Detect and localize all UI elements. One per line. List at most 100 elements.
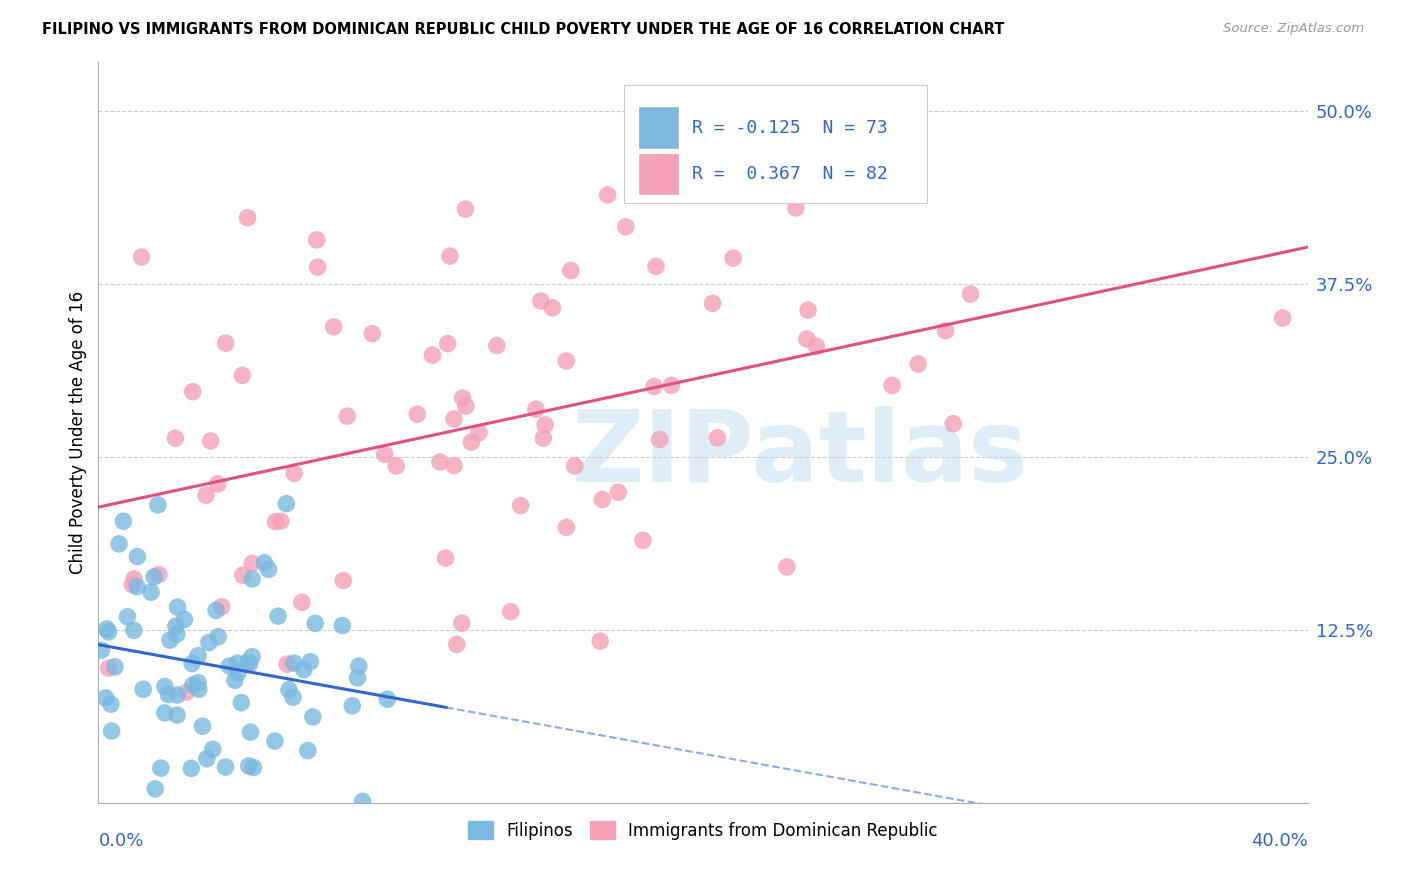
Point (283, 467, 305, 481)
Point (454, 399, 477, 413)
Point (530, 293, 553, 308)
Point (253, 556, 276, 570)
Point (934, 324, 956, 338)
Point (121, 577, 143, 591)
Point (374, 447, 396, 461)
Point (224, 673, 246, 688)
Point (187, 675, 209, 690)
Point (555, 520, 578, 534)
Point (226, 665, 249, 680)
Point (157, 688, 180, 702)
Point (406, 407, 429, 421)
Point (263, 734, 285, 748)
Point (215, 336, 238, 351)
Point (236, 655, 259, 669)
Point (721, 251, 744, 265)
Point (100, 697, 122, 711)
Point (238, 657, 260, 672)
Point (226, 656, 249, 670)
Point (97, 661, 120, 675)
Point (139, 585, 162, 599)
Point (385, 458, 408, 473)
Bar (638, 107, 678, 147)
Point (375, 692, 398, 706)
Point (205, 603, 228, 617)
Point (187, 648, 209, 663)
Y-axis label: Child Poverty Under the Age of 16: Child Poverty Under the Age of 16 (69, 291, 87, 574)
Point (446, 637, 468, 651)
Point (149, 761, 172, 775)
Bar (638, 153, 678, 194)
Text: Source: ZipAtlas.com: Source: ZipAtlas.com (1223, 22, 1364, 36)
Point (332, 574, 354, 588)
Point (218, 659, 240, 673)
Point (524, 402, 547, 417)
Point (499, 605, 522, 619)
Point (796, 332, 818, 346)
Point (146, 498, 169, 512)
Point (434, 551, 457, 566)
Point (299, 655, 322, 669)
Legend: Filipinos, Immigrants from Dominican Republic: Filipinos, Immigrants from Dominican Rep… (461, 814, 945, 847)
Point (238, 759, 260, 773)
Point (94, 690, 117, 705)
Point (451, 391, 474, 405)
Point (159, 633, 181, 648)
Point (232, 568, 254, 582)
Point (541, 301, 564, 315)
Point (166, 708, 188, 723)
Point (207, 630, 229, 644)
Point (460, 435, 482, 450)
Point (270, 514, 292, 528)
Text: R =  0.367  N = 82: R = 0.367 N = 82 (692, 165, 887, 183)
Point (422, 348, 444, 362)
Point (631, 533, 654, 548)
Point (242, 760, 264, 774)
Point (1271, 311, 1294, 326)
Point (200, 434, 222, 448)
Point (125, 580, 148, 594)
Text: 40.0%: 40.0% (1251, 832, 1308, 850)
Point (231, 696, 253, 710)
Point (706, 431, 728, 445)
Point (143, 570, 166, 584)
Point (352, 794, 374, 808)
Point (342, 698, 364, 713)
Point (776, 560, 799, 574)
Point (231, 368, 253, 383)
Point (276, 497, 298, 511)
Point (127, 549, 149, 564)
Point (596, 188, 619, 202)
Text: FILIPINO VS IMMIGRANTS FROM DOMINICAN REPUBLIC CHILD POVERTY UNDER THE AGE OF 16: FILIPINO VS IMMIGRANTS FROM DOMINICAN RE… (42, 22, 1004, 37)
Point (304, 616, 326, 631)
Point (153, 680, 176, 694)
Point (607, 485, 630, 500)
Point (195, 752, 218, 766)
Point (211, 599, 233, 614)
Point (104, 660, 127, 674)
Point (347, 659, 370, 673)
Point (443, 412, 465, 426)
Point (468, 425, 491, 440)
Point (292, 663, 315, 677)
Point (96, 622, 118, 636)
Point (166, 600, 188, 615)
Point (181, 678, 204, 692)
Point (564, 458, 586, 473)
Text: 0.0%: 0.0% (98, 832, 143, 850)
Point (283, 656, 305, 670)
Point (240, 557, 263, 571)
Point (165, 619, 187, 633)
Point (361, 326, 384, 341)
Point (785, 201, 807, 215)
Point (560, 263, 582, 277)
Point (236, 211, 259, 225)
Point (108, 537, 131, 551)
Point (132, 682, 155, 697)
Point (534, 417, 557, 432)
Point (485, 338, 508, 352)
Point (187, 682, 209, 697)
Point (305, 233, 328, 247)
Point (702, 296, 724, 310)
Point (614, 219, 637, 234)
